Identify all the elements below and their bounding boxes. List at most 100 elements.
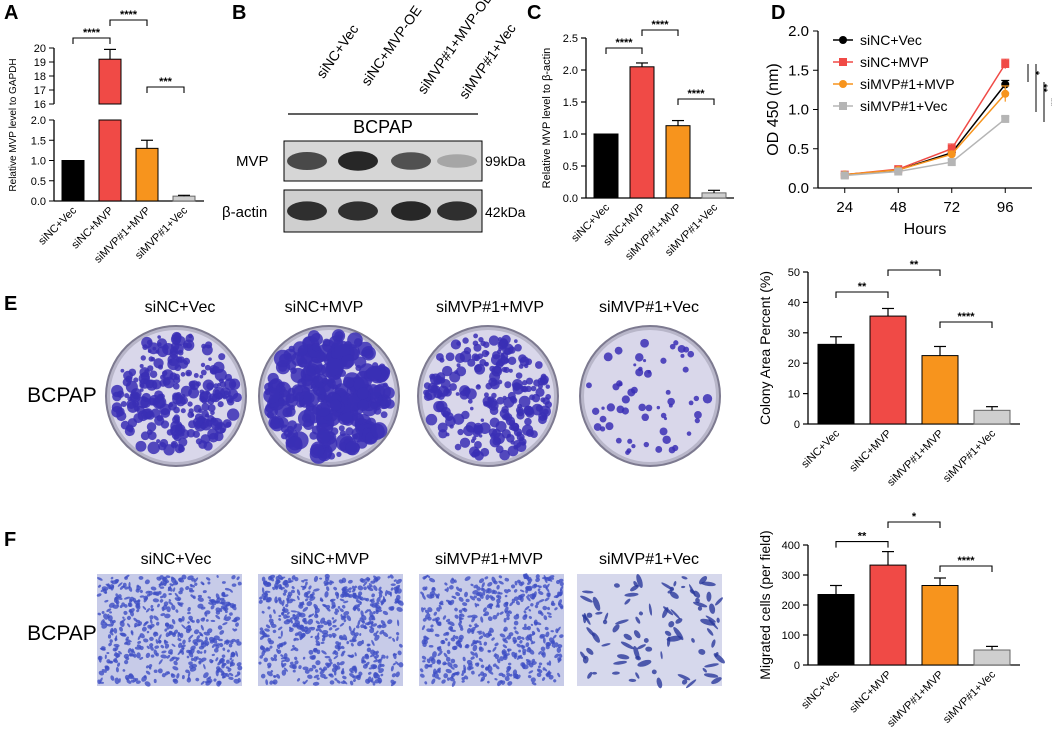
- migrated-cell: [378, 593, 383, 598]
- colony: [642, 359, 647, 363]
- colony: [534, 361, 543, 369]
- migrated-cell: [339, 608, 344, 613]
- bar: [817, 343, 855, 425]
- migrated-cell: [223, 614, 227, 621]
- legend-label: siNC+MVP: [860, 54, 929, 70]
- migrated-cell: [476, 586, 481, 591]
- migrated-cell: [139, 657, 144, 660]
- x-tick-label: 72: [943, 199, 960, 216]
- migrated-cell: [446, 677, 450, 681]
- bar: [869, 315, 907, 425]
- migrated-cell: [160, 644, 165, 649]
- migrated-cell: [488, 603, 494, 607]
- migrated-cell: [447, 641, 451, 647]
- migrated-cell: [216, 574, 219, 579]
- migrated-cell: [591, 671, 598, 675]
- migrated-cell: [546, 642, 552, 647]
- transwell-title-1: siNC+Vec: [141, 551, 212, 568]
- migrated-cell: [329, 680, 335, 685]
- migrated-cell: [450, 578, 456, 584]
- migrated-cell: [673, 626, 684, 641]
- colony: [542, 414, 548, 421]
- migrated-cell: [143, 675, 147, 679]
- x-tick-label: siNC+Vec: [799, 427, 842, 470]
- migrated-cell: [228, 672, 234, 677]
- migrated-cell: [125, 677, 129, 681]
- migrated-cell: [130, 679, 135, 683]
- migrated-cell: [506, 616, 510, 621]
- colony: [175, 335, 186, 346]
- x-tick-label: siMVP#1+MVP: [885, 669, 946, 730]
- migrated-cell: [276, 579, 281, 584]
- colony: [669, 343, 676, 350]
- blot-band: [287, 152, 327, 170]
- migrated-cell: [100, 619, 105, 626]
- migrated-cell: [439, 602, 444, 606]
- migrated-cell: [478, 657, 484, 662]
- colony: [157, 395, 163, 401]
- migrated-cell: [331, 617, 335, 620]
- migrated-cell: [231, 604, 237, 611]
- migrated-cell: [523, 574, 530, 580]
- migrated-cell: [199, 651, 203, 654]
- colony: [524, 417, 532, 426]
- colony: [230, 381, 237, 388]
- colony: [593, 423, 602, 431]
- migrated-cell: [484, 632, 491, 638]
- migrated-cell: [96, 593, 102, 597]
- migrated-cell: [221, 670, 225, 676]
- migrated-cell: [349, 673, 355, 678]
- migrated-cell: [557, 599, 563, 606]
- migrated-cell: [329, 598, 336, 602]
- colony: [385, 399, 395, 409]
- y-tick-label: 1.5: [788, 62, 809, 79]
- migrated-cell: [224, 610, 228, 614]
- migrated-cell: [308, 613, 315, 618]
- colony: [673, 340, 679, 346]
- migrated-cell: [551, 644, 556, 648]
- migrated-cell: [160, 654, 168, 659]
- migrated-cell: [261, 587, 265, 594]
- colony: [306, 365, 317, 377]
- migrated-cell: [303, 619, 308, 625]
- colony: [140, 355, 146, 361]
- migrated-cell: [289, 626, 292, 630]
- migrated-cell: [294, 660, 299, 665]
- migrated-cell: [299, 602, 305, 606]
- migrated-cell: [333, 586, 338, 591]
- migrated-cell: [617, 654, 630, 660]
- migrated-cell: [502, 638, 508, 644]
- colony: [501, 414, 508, 421]
- migrated-cell: [290, 620, 293, 624]
- migrated-cell: [435, 616, 440, 621]
- colony: [545, 384, 551, 389]
- migrated-cell: [504, 676, 510, 682]
- colony: [153, 396, 167, 409]
- colony: [627, 438, 633, 444]
- y-tick-label: 30: [788, 328, 800, 340]
- migrated-cell: [521, 636, 525, 640]
- colony: [193, 373, 199, 378]
- bar: [973, 409, 1011, 425]
- colony: [210, 410, 215, 416]
- colony: [615, 437, 622, 444]
- bar: [869, 564, 907, 666]
- migrated-cell: [427, 616, 432, 621]
- colony: [457, 428, 464, 436]
- colony: [515, 372, 523, 379]
- migrated-cell: [479, 642, 482, 646]
- colony: [175, 423, 183, 431]
- colony: [382, 382, 388, 388]
- migrated-cell: [117, 594, 122, 598]
- migrated-cell: [305, 590, 311, 596]
- migrated-cell: [328, 581, 333, 586]
- migrated-cell: [265, 647, 271, 652]
- migrated-cell: [316, 677, 320, 680]
- migrated-cell: [381, 654, 386, 659]
- migrated-cell: [447, 621, 451, 625]
- migrated-cell: [109, 584, 114, 589]
- migrated-cell: [373, 672, 378, 679]
- migrated-cell: [154, 645, 160, 649]
- migrated-cell: [324, 655, 331, 659]
- migrated-cell: [586, 627, 595, 637]
